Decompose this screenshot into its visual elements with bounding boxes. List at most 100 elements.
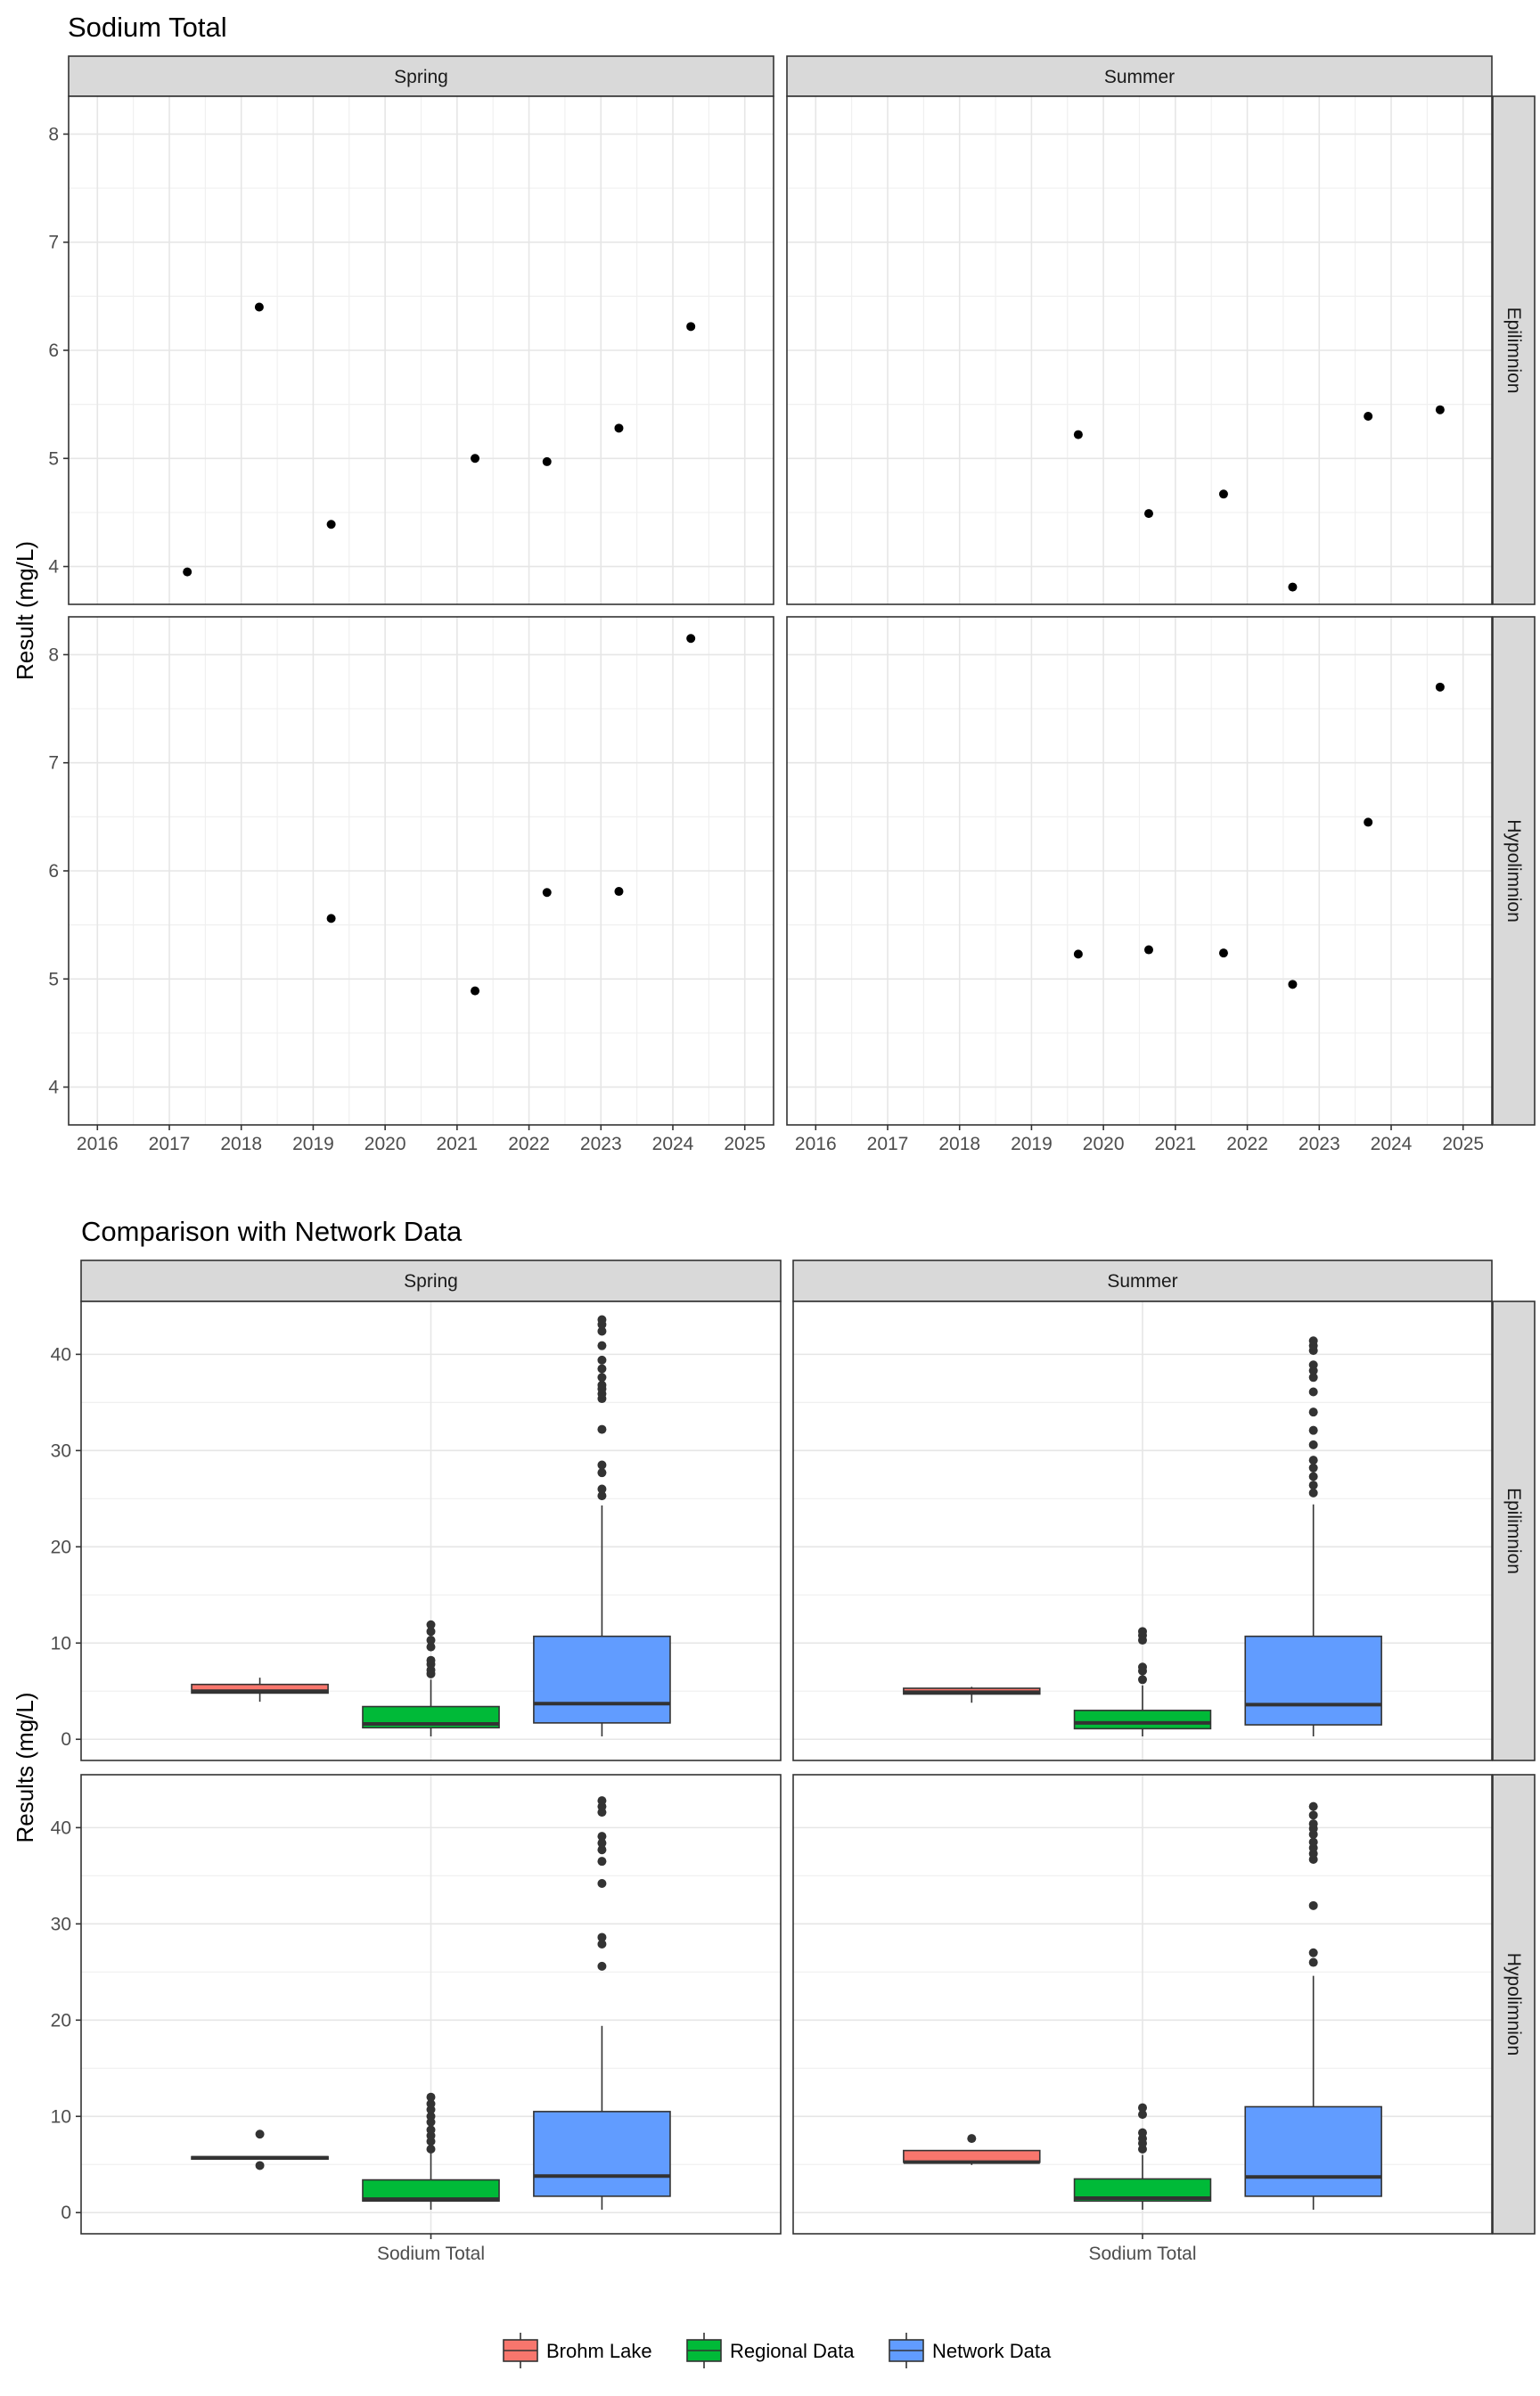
box-regional-data <box>1073 2103 1212 2211</box>
x-tick-label: 2022 <box>508 1134 550 1154</box>
box-network-data <box>1244 1336 1382 1737</box>
chart-title: Comparison with Network Data <box>81 1216 463 1247</box>
outlier-point <box>597 1838 607 1848</box>
strip-label-spring: Spring <box>404 1271 458 1292</box>
outlier-point <box>597 1484 607 1494</box>
x-tick-label: 2016 <box>77 1134 119 1154</box>
box-network-data <box>533 1315 671 1737</box>
box-body <box>191 1683 329 1694</box>
data-point <box>1435 405 1445 414</box>
y-tick-label: 6 <box>48 861 59 882</box>
x-tick-label: 2018 <box>220 1134 262 1154</box>
outlier-point <box>1138 1662 1147 1672</box>
outlier-point <box>597 1326 607 1336</box>
data-point <box>1288 980 1298 989</box>
data-point <box>542 888 552 898</box>
data-point <box>614 887 624 897</box>
x-tick-label: 2023 <box>1298 1134 1340 1154</box>
panel-spring-hypolimnion <box>80 1774 782 2235</box>
outlier-point <box>1308 1819 1318 1829</box>
y-tick-label: 30 <box>51 1440 71 1461</box>
data-point <box>614 423 624 433</box>
strip-label-epilimnion: Epilimnion <box>1503 1488 1524 1574</box>
legend-item-brohm-lake: Brohm Lake <box>503 2333 652 2368</box>
outlier-point <box>1308 1810 1318 1820</box>
outlier-point <box>597 1940 607 1949</box>
y-axis-label: Result (mg/L) <box>12 541 38 680</box>
data-point <box>1143 509 1153 519</box>
data-point <box>183 567 192 577</box>
legend: Brohm Lake Regional Data Network Data <box>503 2333 1052 2368</box>
box-brohm-lake <box>903 1686 1041 1703</box>
outlier-point <box>255 2129 265 2139</box>
data-point <box>326 520 336 529</box>
outlier-point <box>597 1315 607 1325</box>
data-point <box>1364 817 1373 827</box>
x-tick-label: Sodium Total <box>1088 2244 1196 2264</box>
legend-label: Brohm Lake <box>546 2340 652 2362</box>
box-brohm-lake <box>191 1678 329 1703</box>
outlier-point <box>597 1460 607 1470</box>
y-tick-label: 5 <box>48 448 59 469</box>
outlier-point <box>597 1932 607 1942</box>
data-point <box>1218 948 1228 958</box>
y-tick-label: 4 <box>48 557 59 578</box>
x-tick-label: 2020 <box>365 1134 406 1154</box>
panel-border <box>792 1301 1493 1761</box>
y-tick-label: 6 <box>48 341 59 361</box>
outlier-point <box>426 1627 436 1637</box>
comparison-chart: Comparison with Network Data Results (mg/… <box>12 1216 1536 2368</box>
strip-label-summer: Summer <box>1107 1271 1177 1292</box>
x-tick-label: 2024 <box>1371 1134 1413 1154</box>
outlier-point <box>1308 1425 1318 1435</box>
box-regional-data <box>362 1620 500 1737</box>
y-tick-label: 8 <box>48 644 59 665</box>
outlier-point <box>1308 1481 1318 1490</box>
panel-summer-hypolimnion <box>786 616 1493 1126</box>
y-tick-label: 4 <box>48 1078 59 1098</box>
data-point <box>686 322 696 332</box>
outlier-point <box>1308 1456 1318 1465</box>
outlier-point <box>1138 1627 1147 1637</box>
panel-summer-epilimnion <box>792 1301 1493 1761</box>
outlier-point <box>1308 1488 1318 1498</box>
strip-label-epilimnion: Epilimnion <box>1503 308 1524 394</box>
x-tick-label: 2019 <box>1011 1134 1053 1154</box>
y-tick-label: 10 <box>51 2106 71 2127</box>
outlier-point <box>967 2134 977 2144</box>
outlier-point <box>426 2112 436 2121</box>
outlier-point <box>597 1380 607 1390</box>
outlier-point <box>597 1832 607 1842</box>
strip-label-spring: Spring <box>394 67 448 87</box>
outlier-point <box>597 1857 607 1867</box>
outlier-point <box>426 2099 436 2109</box>
outlier-point <box>597 1373 607 1383</box>
legend-item-network-data: Network Data <box>889 2333 1052 2368</box>
data-point <box>1073 949 1083 959</box>
x-tick-label: 2017 <box>149 1134 191 1154</box>
outlier-point <box>1138 1675 1147 1685</box>
x-tick-label: 2021 <box>436 1134 478 1154</box>
outlier-point <box>1138 2103 1147 2113</box>
outlier-point <box>597 1355 607 1365</box>
legend-label: Regional Data <box>730 2340 855 2362</box>
y-tick-label: 5 <box>48 969 59 989</box>
panel-spring-hypolimnion <box>68 616 774 1126</box>
strip-label-summer: Summer <box>1104 67 1175 87</box>
outlier-point <box>426 1636 436 1645</box>
data-point <box>1288 582 1298 592</box>
outlier-point <box>1308 1900 1318 1910</box>
row-strip <box>1492 1301 1536 1761</box>
outlier-point <box>1308 1472 1318 1481</box>
x-tick-label: 2016 <box>795 1134 837 1154</box>
outlier-point <box>597 1796 607 1806</box>
outlier-point <box>1308 1837 1318 1847</box>
y-tick-label: 0 <box>61 2203 71 2223</box>
x-tick-label: 2018 <box>938 1134 980 1154</box>
y-tick-label: 0 <box>61 1729 71 1750</box>
y-axis-label: Results (mg/L) <box>12 1692 38 1842</box>
outlier-point <box>1308 1957 1318 1967</box>
data-point <box>1364 411 1373 421</box>
box-regional-data <box>362 2092 500 2211</box>
